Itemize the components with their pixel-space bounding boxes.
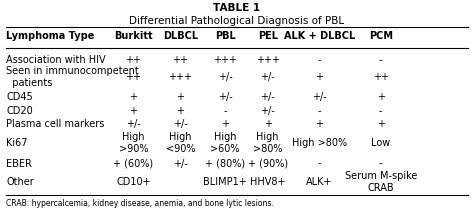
Text: ++: ++ — [373, 72, 389, 82]
Text: +/-: +/- — [260, 72, 275, 82]
Text: ++: ++ — [125, 72, 141, 82]
Text: + (90%): + (90%) — [247, 158, 288, 169]
Text: High
>60%: High >60% — [210, 132, 240, 154]
Text: -: - — [379, 106, 383, 116]
Text: Low: Low — [371, 138, 391, 148]
Text: +++: +++ — [168, 72, 192, 82]
Text: Plasma cell markers: Plasma cell markers — [6, 119, 104, 129]
Text: PEL: PEL — [258, 31, 278, 42]
Text: ALK + DLBCL: ALK + DLBCL — [284, 31, 355, 42]
Text: CD20: CD20 — [6, 106, 33, 116]
Text: +++: +++ — [255, 55, 280, 65]
Text: +++: +++ — [213, 55, 237, 65]
Text: PCM: PCM — [369, 31, 393, 42]
Text: Seen in immunocompetent
  patients: Seen in immunocompetent patients — [6, 66, 139, 88]
Text: -: - — [318, 55, 321, 65]
Text: +: + — [377, 119, 385, 129]
Text: High
>80%: High >80% — [253, 132, 283, 154]
Text: CD45: CD45 — [6, 92, 33, 102]
Text: +/-: +/- — [126, 119, 141, 129]
Text: EBER: EBER — [6, 158, 32, 169]
Text: ++: ++ — [125, 55, 141, 65]
Text: ++: ++ — [173, 55, 189, 65]
Text: High >80%: High >80% — [292, 138, 347, 148]
Text: Serum M-spike
CRAB: Serum M-spike CRAB — [345, 171, 417, 193]
Text: +: + — [316, 119, 323, 129]
Text: Burkitt: Burkitt — [114, 31, 153, 42]
Text: PBL: PBL — [215, 31, 236, 42]
Text: HHV8+: HHV8+ — [250, 177, 285, 187]
Text: BLIMP1+: BLIMP1+ — [203, 177, 247, 187]
Text: +/-: +/- — [173, 119, 188, 129]
Text: +: + — [221, 119, 229, 129]
Text: Differential Pathological Diagnosis of PBL: Differential Pathological Diagnosis of P… — [129, 16, 345, 26]
Text: High
>90%: High >90% — [118, 132, 148, 154]
Text: +/-: +/- — [312, 92, 327, 102]
Text: +: + — [377, 92, 385, 102]
Text: +: + — [176, 106, 184, 116]
Text: TABLE 1: TABLE 1 — [213, 3, 261, 14]
Text: -: - — [318, 106, 321, 116]
Text: CD10+: CD10+ — [116, 177, 151, 187]
Text: High
<90%: High <90% — [166, 132, 195, 154]
Text: +/-: +/- — [173, 158, 188, 169]
Text: ALK+: ALK+ — [306, 177, 333, 187]
Text: DLBCL: DLBCL — [163, 31, 198, 42]
Text: +/-: +/- — [260, 92, 275, 102]
Text: +: + — [129, 106, 137, 116]
Text: +: + — [316, 72, 323, 82]
Text: +/-: +/- — [218, 92, 233, 102]
Text: Association with HIV: Association with HIV — [6, 55, 106, 65]
Text: CRAB: hypercalcemia, kidney disease, anemia, and bone lytic lesions.: CRAB: hypercalcemia, kidney disease, ane… — [6, 199, 274, 208]
Text: +: + — [264, 119, 272, 129]
Text: +/-: +/- — [260, 106, 275, 116]
Text: + (80%): + (80%) — [205, 158, 245, 169]
Text: + (60%): + (60%) — [113, 158, 154, 169]
Text: +/-: +/- — [218, 72, 233, 82]
Text: Ki67: Ki67 — [6, 138, 27, 148]
Text: -: - — [379, 158, 383, 169]
Text: -: - — [318, 158, 321, 169]
Text: +: + — [129, 92, 137, 102]
Text: -: - — [379, 55, 383, 65]
Text: +: + — [176, 92, 184, 102]
Text: Other: Other — [6, 177, 34, 187]
Text: Lymphoma Type: Lymphoma Type — [6, 31, 94, 42]
Text: -: - — [223, 106, 227, 116]
